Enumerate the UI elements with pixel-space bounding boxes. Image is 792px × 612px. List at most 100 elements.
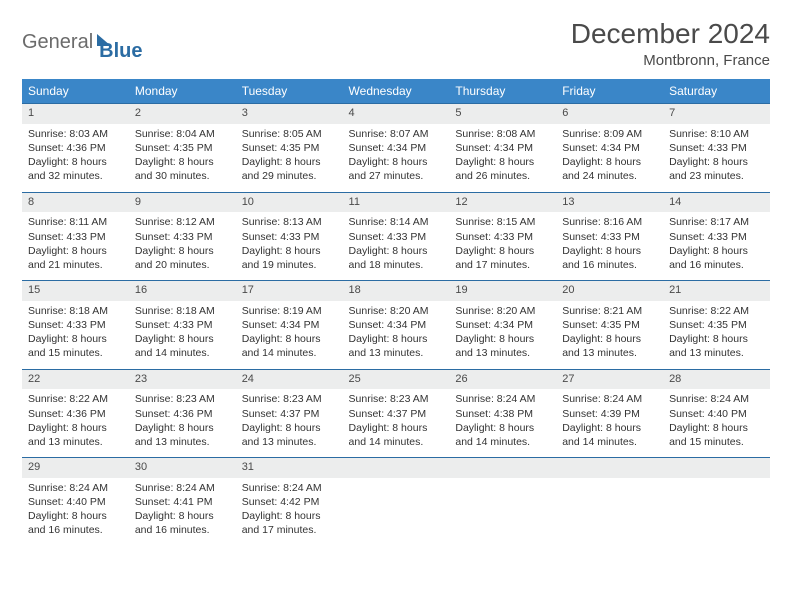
day-cell [556,458,663,546]
day-body: Sunrise: 8:12 AMSunset: 4:33 PMDaylight:… [129,212,236,280]
day-cell: 22Sunrise: 8:22 AMSunset: 4:36 PMDayligh… [22,369,129,458]
day-header-wednesday: Wednesday [343,79,450,104]
calendar-table: SundayMondayTuesdayWednesdayThursdayFrid… [22,79,770,546]
day-number: 11 [343,193,450,213]
week-row: 1Sunrise: 8:03 AMSunset: 4:36 PMDaylight… [22,104,770,193]
day-number: 9 [129,193,236,213]
day-header-monday: Monday [129,79,236,104]
day-number: 4 [343,104,450,124]
day-number: 13 [556,193,663,213]
day-body: Sunrise: 8:17 AMSunset: 4:33 PMDaylight:… [663,212,770,280]
day-number: 27 [556,370,663,390]
day-number: 12 [449,193,556,213]
day-number: 23 [129,370,236,390]
day-cell: 14Sunrise: 8:17 AMSunset: 4:33 PMDayligh… [663,192,770,281]
day-cell: 24Sunrise: 8:23 AMSunset: 4:37 PMDayligh… [236,369,343,458]
title-block: December 2024 Montbronn, France [571,18,770,69]
day-number: 15 [22,281,129,301]
day-cell: 28Sunrise: 8:24 AMSunset: 4:40 PMDayligh… [663,369,770,458]
day-body: Sunrise: 8:20 AMSunset: 4:34 PMDaylight:… [343,301,450,369]
day-cell: 5Sunrise: 8:08 AMSunset: 4:34 PMDaylight… [449,104,556,193]
day-cell: 23Sunrise: 8:23 AMSunset: 4:36 PMDayligh… [129,369,236,458]
week-row: 8Sunrise: 8:11 AMSunset: 4:33 PMDaylight… [22,192,770,281]
day-body: Sunrise: 8:24 AMSunset: 4:40 PMDaylight:… [663,389,770,457]
day-body: Sunrise: 8:10 AMSunset: 4:33 PMDaylight:… [663,124,770,192]
day-header-friday: Friday [556,79,663,104]
day-cell: 1Sunrise: 8:03 AMSunset: 4:36 PMDaylight… [22,104,129,193]
day-cell: 11Sunrise: 8:14 AMSunset: 4:33 PMDayligh… [343,192,450,281]
day-body: Sunrise: 8:15 AMSunset: 4:33 PMDaylight:… [449,212,556,280]
day-cell: 7Sunrise: 8:10 AMSunset: 4:33 PMDaylight… [663,104,770,193]
day-cell: 18Sunrise: 8:20 AMSunset: 4:34 PMDayligh… [343,281,450,370]
day-cell: 31Sunrise: 8:24 AMSunset: 4:42 PMDayligh… [236,458,343,546]
week-row: 15Sunrise: 8:18 AMSunset: 4:33 PMDayligh… [22,281,770,370]
day-cell: 8Sunrise: 8:11 AMSunset: 4:33 PMDaylight… [22,192,129,281]
day-number: 30 [129,458,236,478]
day-number: 26 [449,370,556,390]
day-body: Sunrise: 8:24 AMSunset: 4:39 PMDaylight:… [556,389,663,457]
day-number: 8 [22,193,129,213]
day-body: Sunrise: 8:09 AMSunset: 4:34 PMDaylight:… [556,124,663,192]
day-number: 7 [663,104,770,124]
day-body: Sunrise: 8:14 AMSunset: 4:33 PMDaylight:… [343,212,450,280]
day-cell: 26Sunrise: 8:24 AMSunset: 4:38 PMDayligh… [449,369,556,458]
day-number: 25 [343,370,450,390]
day-body: Sunrise: 8:23 AMSunset: 4:37 PMDaylight:… [236,389,343,457]
day-body: Sunrise: 8:07 AMSunset: 4:34 PMDaylight:… [343,124,450,192]
day-cell: 21Sunrise: 8:22 AMSunset: 4:35 PMDayligh… [663,281,770,370]
day-number: 10 [236,193,343,213]
day-number: 20 [556,281,663,301]
day-body: Sunrise: 8:24 AMSunset: 4:40 PMDaylight:… [22,478,129,546]
day-cell: 6Sunrise: 8:09 AMSunset: 4:34 PMDaylight… [556,104,663,193]
day-cell: 13Sunrise: 8:16 AMSunset: 4:33 PMDayligh… [556,192,663,281]
day-header-tuesday: Tuesday [236,79,343,104]
day-body: Sunrise: 8:03 AMSunset: 4:36 PMDaylight:… [22,124,129,192]
day-body: Sunrise: 8:20 AMSunset: 4:34 PMDaylight:… [449,301,556,369]
day-number: 3 [236,104,343,124]
day-cell: 27Sunrise: 8:24 AMSunset: 4:39 PMDayligh… [556,369,663,458]
day-cell: 29Sunrise: 8:24 AMSunset: 4:40 PMDayligh… [22,458,129,546]
day-body: Sunrise: 8:08 AMSunset: 4:34 PMDaylight:… [449,124,556,192]
day-number: 24 [236,370,343,390]
day-number: 19 [449,281,556,301]
day-cell: 2Sunrise: 8:04 AMSunset: 4:35 PMDaylight… [129,104,236,193]
day-header-thursday: Thursday [449,79,556,104]
day-cell: 3Sunrise: 8:05 AMSunset: 4:35 PMDaylight… [236,104,343,193]
week-row: 29Sunrise: 8:24 AMSunset: 4:40 PMDayligh… [22,458,770,546]
day-header-row: SundayMondayTuesdayWednesdayThursdayFrid… [22,79,770,104]
day-body: Sunrise: 8:13 AMSunset: 4:33 PMDaylight:… [236,212,343,280]
day-cell [449,458,556,546]
day-cell: 30Sunrise: 8:24 AMSunset: 4:41 PMDayligh… [129,458,236,546]
day-number: 6 [556,104,663,124]
day-number: 29 [22,458,129,478]
day-body: Sunrise: 8:24 AMSunset: 4:38 PMDaylight:… [449,389,556,457]
day-cell: 10Sunrise: 8:13 AMSunset: 4:33 PMDayligh… [236,192,343,281]
day-number: 17 [236,281,343,301]
day-cell: 9Sunrise: 8:12 AMSunset: 4:33 PMDaylight… [129,192,236,281]
day-cell: 15Sunrise: 8:18 AMSunset: 4:33 PMDayligh… [22,281,129,370]
day-number: 22 [22,370,129,390]
logo: General Blue [22,18,143,63]
day-body: Sunrise: 8:23 AMSunset: 4:37 PMDaylight:… [343,389,450,457]
day-body: Sunrise: 8:23 AMSunset: 4:36 PMDaylight:… [129,389,236,457]
day-header-saturday: Saturday [663,79,770,104]
logo-text-2: Blue [99,40,142,63]
day-body: Sunrise: 8:11 AMSunset: 4:33 PMDaylight:… [22,212,129,280]
day-number: 31 [236,458,343,478]
logo-text-1: General [22,31,93,54]
day-body: Sunrise: 8:04 AMSunset: 4:35 PMDaylight:… [129,124,236,192]
day-body: Sunrise: 8:18 AMSunset: 4:33 PMDaylight:… [129,301,236,369]
day-number: 2 [129,104,236,124]
day-cell: 19Sunrise: 8:20 AMSunset: 4:34 PMDayligh… [449,281,556,370]
day-cell [343,458,450,546]
day-number: 18 [343,281,450,301]
day-cell [663,458,770,546]
day-body: Sunrise: 8:19 AMSunset: 4:34 PMDaylight:… [236,301,343,369]
day-number: 1 [22,104,129,124]
day-cell: 4Sunrise: 8:07 AMSunset: 4:34 PMDaylight… [343,104,450,193]
day-cell: 16Sunrise: 8:18 AMSunset: 4:33 PMDayligh… [129,281,236,370]
day-body: Sunrise: 8:22 AMSunset: 4:35 PMDaylight:… [663,301,770,369]
location: Montbronn, France [571,52,770,69]
day-header-sunday: Sunday [22,79,129,104]
day-body: Sunrise: 8:24 AMSunset: 4:42 PMDaylight:… [236,478,343,546]
